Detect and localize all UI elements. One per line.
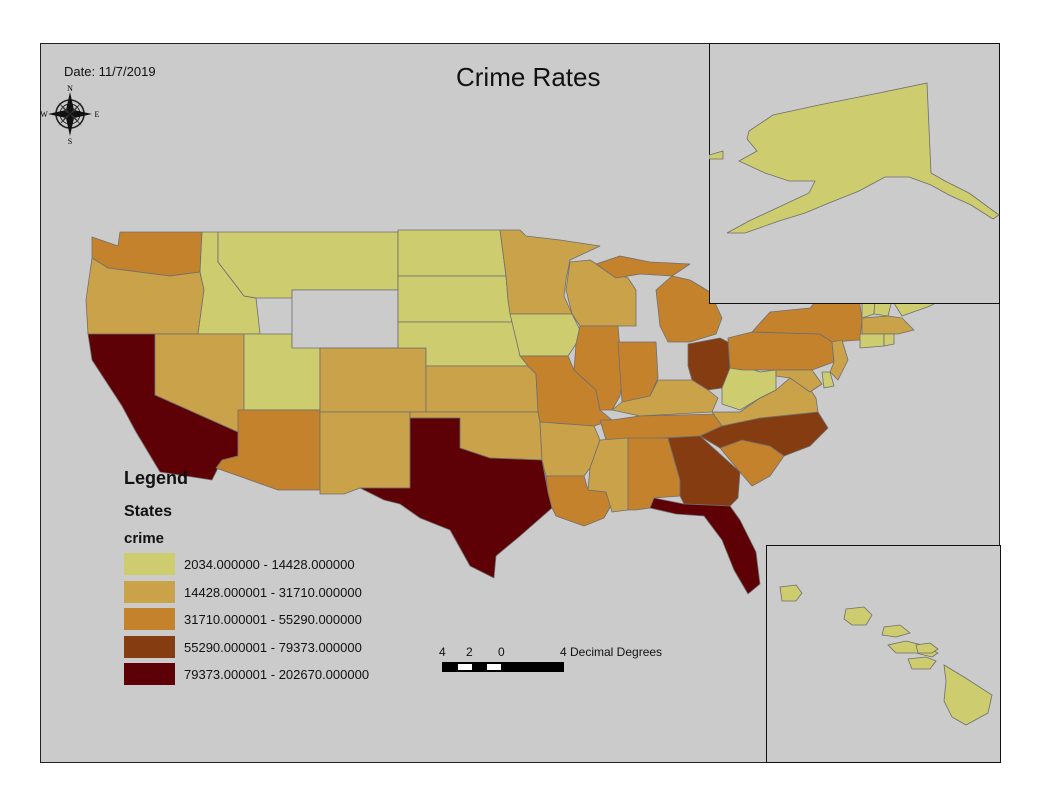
map-title: Crime Rates xyxy=(456,62,601,92)
state-new-jersey xyxy=(829,339,849,381)
state-maryland xyxy=(775,369,823,393)
legend-swatch xyxy=(124,581,175,603)
state-georgia xyxy=(667,435,741,507)
alaska-inset xyxy=(709,43,1000,304)
state-north-dakota xyxy=(397,229,507,277)
legend-class-row: 2034.000000 - 14428.000000 xyxy=(124,552,355,576)
legend-swatch xyxy=(124,608,175,630)
state-pennsylvania xyxy=(727,331,835,371)
legend-class-label: 79373.000001 - 202670.000000 xyxy=(184,666,370,682)
state-iowa xyxy=(509,313,581,357)
state-south-dakota xyxy=(397,275,513,323)
scale-tick-label: 0 xyxy=(498,645,505,659)
state-delaware xyxy=(821,371,835,389)
state-texas xyxy=(359,417,553,579)
state-kansas xyxy=(425,365,539,413)
state-arkansas xyxy=(539,421,601,477)
legend-swatch xyxy=(124,553,175,575)
legend-swatch xyxy=(124,663,175,685)
state-florida xyxy=(649,497,761,595)
state-new-mexico xyxy=(319,411,411,495)
legend-class-row: 79373.000001 - 202670.000000 xyxy=(124,662,369,686)
legend-class-label: 55290.000001 - 79373.000000 xyxy=(184,639,362,655)
legend-class-row: 55290.000001 - 79373.000000 xyxy=(124,635,362,659)
state-minnesota xyxy=(499,229,601,315)
scale-bar xyxy=(442,662,564,672)
compass-e-label: E xyxy=(95,110,100,119)
scale-units-label: 4 Decimal Degrees xyxy=(560,645,663,659)
scale-tick-label: 2 xyxy=(466,645,473,659)
compass-rose-icon: N S W E xyxy=(40,84,100,144)
state-massachusetts xyxy=(861,315,915,335)
compass-s-label: S xyxy=(68,137,72,144)
state-wyoming xyxy=(291,289,399,349)
legend-class-label: 2034.000000 - 14428.000000 xyxy=(184,556,355,572)
legend-swatch xyxy=(124,636,175,658)
legend-title: Legend xyxy=(124,468,189,488)
state-montana xyxy=(217,231,399,299)
state-colorado xyxy=(319,347,427,413)
state-kentucky xyxy=(611,379,719,417)
state-michigan xyxy=(595,255,723,343)
state-rhode-island xyxy=(883,333,895,347)
legend-class-row: 14428.000001 - 31710.000000 xyxy=(124,580,362,604)
state-hawaii xyxy=(779,584,993,726)
state-connecticut xyxy=(859,333,885,349)
legend-layer-name: States xyxy=(124,503,173,520)
legend-class-row: 31710.000001 - 55290.000000 xyxy=(124,607,362,631)
map-date: Date: 11/7/2019 xyxy=(64,64,156,79)
scale-tick-label: 4 xyxy=(439,645,446,659)
state-louisiana xyxy=(545,475,613,527)
compass-w-label: W xyxy=(40,110,48,119)
hawaii-inset xyxy=(766,545,1001,763)
legend-class-label: 14428.000001 - 31710.000000 xyxy=(184,584,362,600)
legend-class-label: 31710.000001 - 55290.000000 xyxy=(184,611,362,627)
state-alaska xyxy=(709,82,1000,234)
compass-n-label: N xyxy=(67,84,73,93)
legend-field-name: crime xyxy=(124,530,165,547)
